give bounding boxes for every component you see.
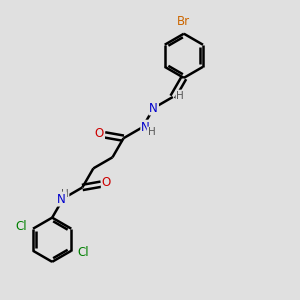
Text: H: H — [176, 91, 184, 100]
Text: N: N — [149, 101, 158, 115]
Text: N: N — [141, 121, 150, 134]
Text: O: O — [102, 176, 111, 189]
Text: Cl: Cl — [15, 220, 27, 233]
Text: Br: Br — [177, 15, 190, 28]
Text: H: H — [61, 189, 68, 199]
Text: H: H — [148, 128, 155, 137]
Text: N: N — [57, 193, 66, 206]
Text: O: O — [95, 127, 104, 140]
Text: Cl: Cl — [78, 246, 89, 259]
